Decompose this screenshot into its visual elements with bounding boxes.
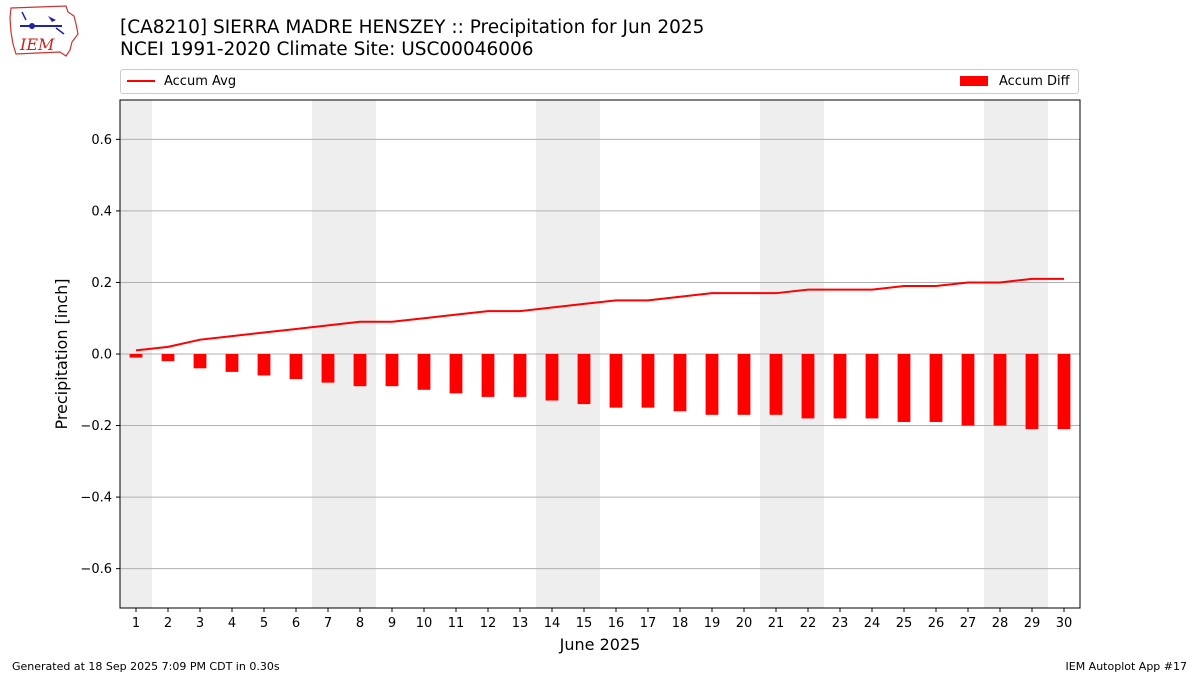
x-tick-label: 19 [704,616,721,631]
bar-accum-diff [1057,354,1071,430]
x-tick-label: 27 [960,616,977,631]
x-tick-label: 6 [292,616,300,631]
bar-accum-diff [769,354,783,415]
bar-accum-diff [993,354,1007,426]
bar-accum-diff [321,354,335,383]
bar-accum-diff [1025,354,1039,430]
bar-accum-diff [833,354,847,419]
bar-accum-diff [609,354,623,408]
x-tick-label: 8 [356,616,364,631]
legend-label-accum-avg: Accum Avg [164,74,237,89]
y-tick-label: −0.6 [80,562,112,577]
x-tick-label: 20 [736,616,753,631]
svg-text:IEM: IEM [19,35,55,54]
bar-accum-diff [897,354,911,422]
x-tick-label: 7 [324,616,332,631]
x-tick-label: 1 [132,616,140,631]
chart-subtitle: NCEI 1991-2020 Climate Site: USC00046006 [120,39,534,60]
footer-generated-text: Generated at 18 Sep 2025 7:09 PM CDT in … [12,660,280,673]
x-tick-label: 2 [164,616,172,631]
bar-accum-diff [737,354,751,415]
x-tick-label: 24 [864,616,881,631]
x-tick-label: 21 [768,616,785,631]
x-tick-label: 15 [576,616,593,631]
iem-logo: IEM [8,4,80,62]
bar-accum-diff [193,354,207,369]
y-tick-label: −0.2 [80,419,112,434]
bar-accum-diff [961,354,975,426]
legend-label-accum-diff: Accum Diff [999,74,1070,89]
x-tick-label: 17 [640,616,657,631]
x-tick-label: 16 [608,616,625,631]
bar-accum-diff [353,354,367,387]
bar-accum-diff [385,354,399,387]
legend-bar-swatch [960,76,988,86]
chart-title: [CA8210] SIERRA MADRE HENSZEY :: Precipi… [120,17,705,38]
bar-accum-diff [673,354,687,412]
bar-accum-diff [801,354,815,419]
bar-accum-diff [289,354,303,380]
x-tick-label: 26 [928,616,945,631]
bar-accum-diff [449,354,463,394]
bar-accum-diff [481,354,495,397]
y-tick-label: 0.4 [91,204,112,219]
bar-accum-diff [929,354,943,422]
x-tick-label: 18 [672,616,689,631]
bar-accum-diff [513,354,527,397]
bar-accum-diff [641,354,655,408]
x-axis-label: June 2025 [559,635,641,654]
bar-accum-diff [545,354,559,401]
bar-accum-diff [257,354,271,376]
x-tick-label: 14 [544,616,561,631]
y-axis-label: Precipitation [inch] [52,278,71,429]
x-tick-label: 23 [832,616,849,631]
plot-frame [119,99,1081,609]
x-tick-label: 5 [260,616,268,631]
x-tick-label: 9 [388,616,396,631]
x-tick-label: 12 [480,616,497,631]
line-accum-avg [135,277,1064,352]
x-tick-label: 29 [1024,616,1041,631]
y-tick-label: 0.6 [91,133,112,148]
bar-accum-diff [577,354,591,405]
x-tick-label: 28 [992,616,1009,631]
y-tick-label: −0.4 [80,491,112,506]
legend: Accum Avg Accum Diff [120,69,1079,94]
x-tick-label: 13 [512,616,529,631]
x-tick-label: 4 [228,616,236,631]
bar-accum-diff [129,354,143,358]
x-tick-label: 30 [1056,616,1073,631]
x-tick-label: 10 [416,616,433,631]
bar-accum-diff [417,354,431,390]
bar-accum-diff [705,354,719,415]
legend-line-swatch [127,80,155,82]
x-tick-label: 25 [896,616,913,631]
bar-accum-diff [161,354,175,362]
x-tick-label: 3 [196,616,204,631]
iowa-state-outline-logo-icon: IEM [9,5,79,57]
footer-app-text: IEM Autoplot App #17 [1065,660,1188,673]
bar-accum-diff [865,354,879,419]
bar-accum-diff [225,354,239,372]
y-tick-label: 0.0 [91,348,112,363]
x-tick-label: 22 [800,616,817,631]
y-tick-label: 0.2 [91,276,112,291]
x-tick-label: 11 [448,616,465,631]
